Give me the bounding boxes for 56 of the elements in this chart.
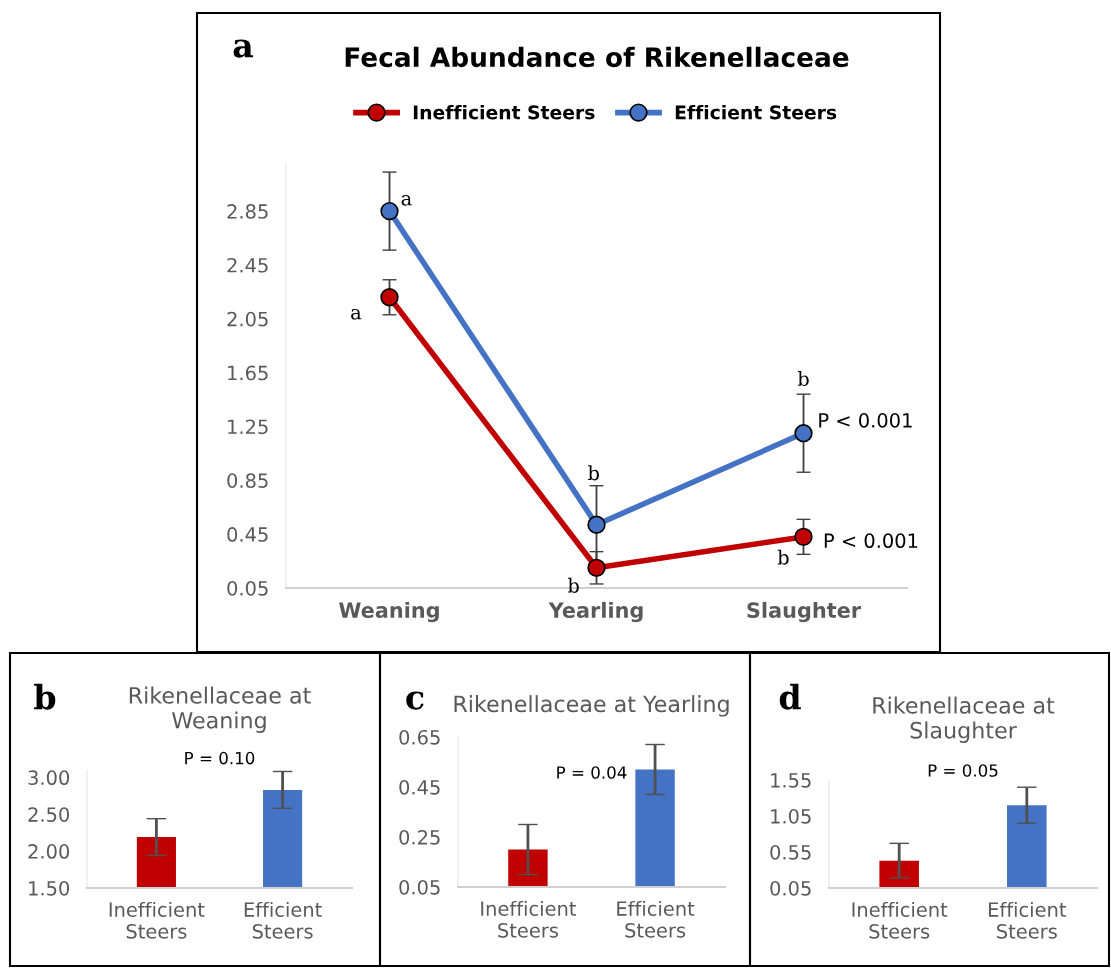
point bbox=[587, 515, 606, 534]
y-tick-label: 0.85 bbox=[227, 473, 268, 488]
text: P = 0.05 bbox=[928, 764, 998, 777]
y-tick-label: 0.65 bbox=[399, 729, 440, 745]
x-tick-label: Efficient Steers bbox=[617, 900, 695, 938]
y-tick-label: 0.55 bbox=[770, 844, 811, 860]
chart-title: Rikenellaceae at Slaughter bbox=[873, 696, 1055, 743]
y-tick-label: 0.45 bbox=[399, 779, 440, 795]
y-tick-label: 2.50 bbox=[28, 807, 70, 822]
text: b bbox=[34, 683, 56, 710]
y-tick-label: 2.00 bbox=[28, 844, 70, 859]
x-tick-label: Inefficient Steers bbox=[109, 901, 205, 939]
annotation: P < 0.001 bbox=[824, 533, 918, 549]
annotation: a bbox=[351, 308, 362, 320]
point bbox=[794, 527, 813, 547]
annotation: a bbox=[401, 195, 412, 206]
point bbox=[380, 201, 399, 221]
point bbox=[794, 424, 813, 443]
y-tick-label: 2.45 bbox=[227, 257, 268, 273]
annotation: b bbox=[567, 577, 579, 593]
point bbox=[380, 288, 399, 307]
y-tick-label: 1.05 bbox=[771, 808, 811, 824]
x-tick-label: Inefficient Steers bbox=[481, 900, 577, 938]
y-tick-label: 2.05 bbox=[227, 311, 268, 327]
y-tick-label: 0.25 bbox=[399, 829, 440, 845]
y-tick-label: 0.05 bbox=[227, 580, 268, 596]
y-tick-label: 1.65 bbox=[228, 365, 268, 381]
y-tick-label: 1.25 bbox=[228, 419, 268, 435]
x-tick-label: Slaughter bbox=[747, 601, 862, 623]
x-tick-label: Inefficient Steers bbox=[852, 901, 948, 939]
y-tick-label: 1.55 bbox=[771, 773, 811, 788]
chart-title: Rikenellaceae at Yearling bbox=[454, 695, 729, 717]
chart-title: Rikenellaceae at Weaning bbox=[129, 686, 311, 733]
y-tick-label: 3.00 bbox=[28, 770, 70, 786]
text: P = 0.10 bbox=[185, 751, 255, 765]
y-tick-label: 2.85 bbox=[227, 204, 268, 219]
annotation: b bbox=[797, 371, 809, 387]
annotation: b bbox=[588, 465, 599, 481]
chart-title: Fecal Abundance of Rikenellaceae bbox=[345, 46, 849, 68]
annotation: P < 0.001 bbox=[819, 413, 912, 428]
legend-label: Inefficient Steers bbox=[413, 104, 595, 120]
text: a bbox=[233, 39, 254, 58]
annotation: P = 0.04 bbox=[557, 766, 627, 779]
y-tick-label: 0.45 bbox=[227, 527, 268, 542]
annotation: b bbox=[777, 549, 789, 565]
x-tick-label: Efficient Steers bbox=[989, 901, 1067, 939]
point bbox=[587, 558, 606, 577]
y-tick-label: 0.05 bbox=[399, 879, 440, 895]
x-tick-label: Yearling bbox=[548, 601, 643, 623]
y-tick-label: 0.05 bbox=[770, 880, 811, 896]
legend-label: Efficient Steers bbox=[675, 104, 837, 120]
x-tick-label: Efficient Steers bbox=[244, 901, 322, 939]
y-tick-label: 1.50 bbox=[29, 880, 70, 896]
x-tick-label: Weaning bbox=[339, 601, 439, 623]
text: d bbox=[779, 683, 801, 710]
text: c bbox=[406, 691, 424, 710]
